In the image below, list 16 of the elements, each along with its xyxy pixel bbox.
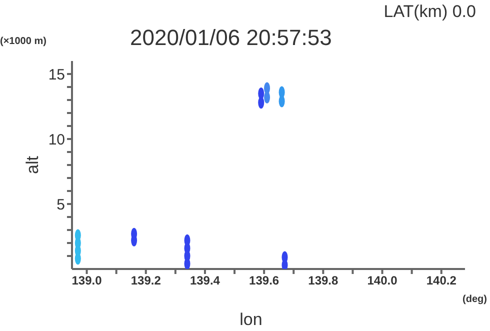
x-tick-label: 139.8 — [308, 274, 339, 288]
chart-subtitle: LAT(km) 0.0 — [384, 2, 476, 22]
x-tick-label: 139.6 — [249, 274, 280, 288]
text: (deg) — [462, 294, 487, 305]
x-axis-title: lon — [240, 310, 262, 330]
x-tick-label: 139.0 — [72, 274, 102, 288]
x-tick-label: 140.2 — [426, 274, 457, 288]
y-axis-title: alt — [23, 156, 43, 174]
text: (×1000 m) — [0, 36, 46, 47]
chart-title: 2020/01/06 20:57:53 — [130, 25, 332, 51]
x-tick-label: 139.2 — [130, 274, 162, 288]
y-tick-label: 5 — [56, 196, 65, 214]
y-tick-label: 10 — [48, 131, 65, 148]
x-tick-label: 139.4 — [190, 274, 220, 288]
y-tick-label: 15 — [48, 66, 65, 84]
x-tick-label: 140.0 — [367, 274, 398, 288]
